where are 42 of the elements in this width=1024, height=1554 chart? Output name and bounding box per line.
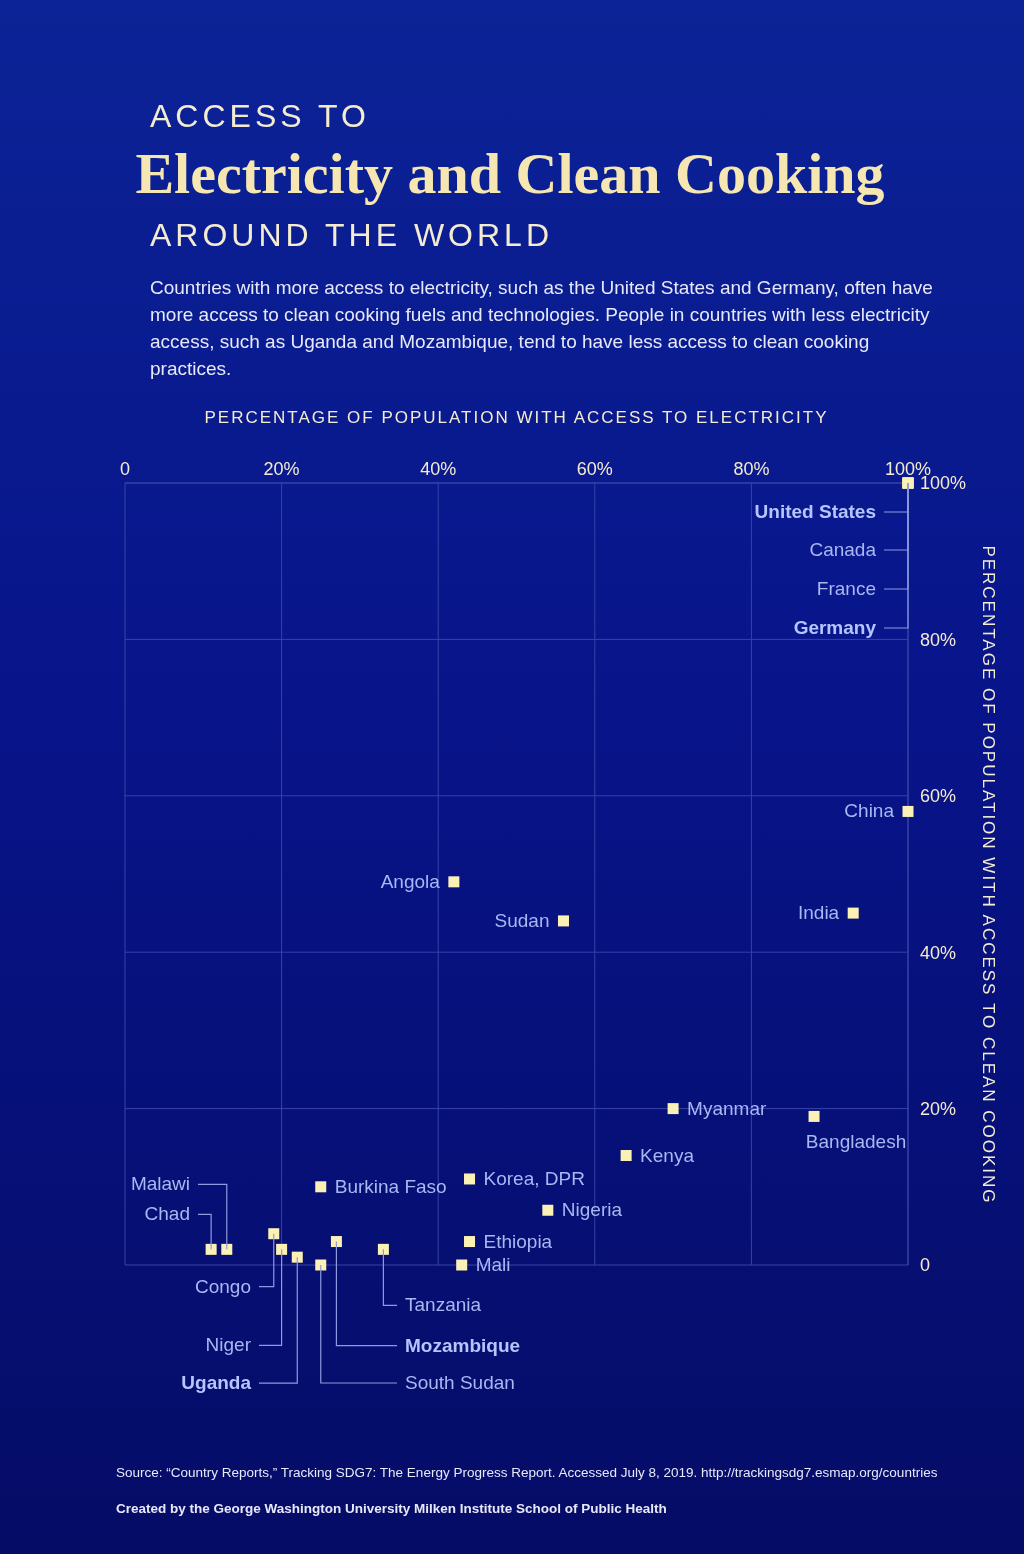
annotation: Burkina Faso — [334, 1175, 447, 1197]
x-tick-label: 60% — [576, 459, 613, 479]
annotation: France — [816, 578, 876, 599]
annotation: Korea, DPR — [483, 1167, 585, 1189]
annotation: Germany — [793, 617, 877, 638]
annotation: Uganda — [181, 1372, 252, 1394]
y-tick-label: 60% — [920, 786, 957, 807]
x-tick-label: 80% — [733, 459, 770, 479]
y-axis-title: PERCENTAGE OF POPULATION WITH ACCESS TO CLEAN COOKING — [978, 544, 998, 1207]
annotation: Mali — [475, 1254, 511, 1275]
chart-subtitle: Countries with more access to electricity, such as the United States and Germany, often have more access to clean cooking fuels and technologies. People in countries with less electricity access, such as Uganda and Mozambique, tend to have less access to clean cooking practices. — [150, 276, 934, 381]
text: Created by the George Washington University Milken Institute School of Public Health — [116, 1501, 667, 1516]
y-tick-label: 80% — [920, 629, 957, 650]
x-tick-label: 20% — [263, 459, 300, 479]
annotation: Bangladesh — [805, 1131, 907, 1153]
annotation: United States — [754, 501, 876, 522]
x-tick-label: 0 — [119, 459, 131, 479]
x-tick-label: 40% — [420, 459, 457, 479]
chart-title: Electricity and Clean Cooking — [134, 140, 886, 207]
annotation: Kenya — [640, 1144, 695, 1166]
annotation: Malawi — [130, 1173, 190, 1195]
annotation: Chad — [144, 1203, 190, 1225]
annotation: Tanzania — [405, 1294, 482, 1316]
annotation: South Sudan — [405, 1372, 515, 1393]
y-tick-label: 40% — [920, 942, 957, 963]
annotation: Myanmar — [687, 1097, 767, 1119]
annotation: India — [797, 902, 840, 924]
text: ACCESS TO — [150, 98, 370, 135]
y-tick-label: 0 — [920, 1255, 931, 1276]
text: AROUND THE WORLD — [150, 217, 553, 254]
y-tick-label: 20% — [920, 1098, 957, 1119]
annotation: Sudan — [494, 909, 550, 931]
annotation: Ethiopia — [483, 1230, 553, 1252]
source-note: Source: “Country Reports,” Tracking SDG7: The Energy Progress Report. Accessed July 8, 2019. http://trackingsdg7.esmap.org/countries — [116, 1465, 938, 1480]
x-axis-title: PERCENTAGE OF POPULATION WITH ACCESS TO ELECTRICITY — [203, 408, 830, 428]
annotation: Congo — [195, 1275, 251, 1297]
annotation: Angola — [380, 870, 441, 892]
annotation: Canada — [809, 539, 877, 560]
annotation: Niger — [205, 1334, 252, 1356]
annotation: China — [844, 800, 895, 822]
annotation: Nigeria — [561, 1199, 623, 1221]
annotation: Mozambique — [405, 1334, 521, 1356]
